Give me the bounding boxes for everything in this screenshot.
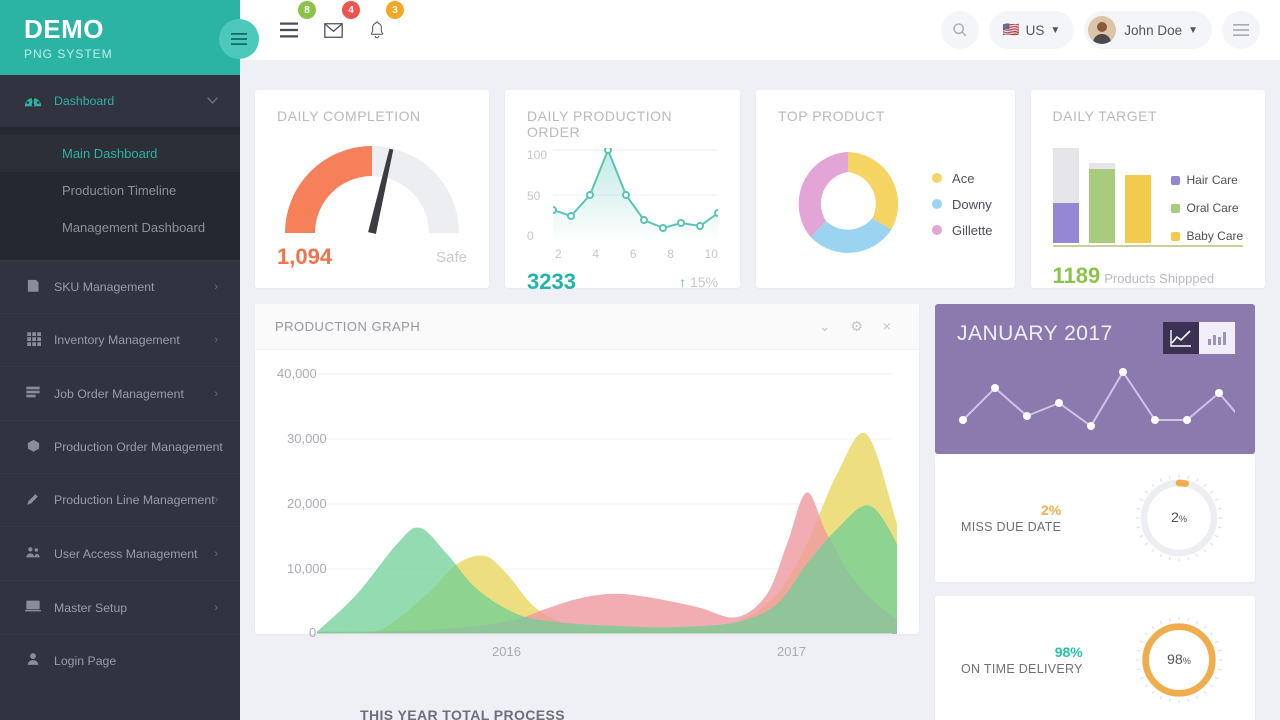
svg-text:2%: 2% xyxy=(1171,510,1187,526)
svg-text:20,000: 20,000 xyxy=(287,496,327,511)
svg-text:2017: 2017 xyxy=(777,644,806,659)
svg-text:2016: 2016 xyxy=(492,644,521,659)
svg-text:40,000: 40,000 xyxy=(277,366,317,381)
svg-text:98%: 98% xyxy=(1167,652,1191,668)
svg-text:10,000: 10,000 xyxy=(287,561,327,576)
svg-text:0: 0 xyxy=(309,625,316,640)
svg-text:30,000: 30,000 xyxy=(287,431,327,446)
